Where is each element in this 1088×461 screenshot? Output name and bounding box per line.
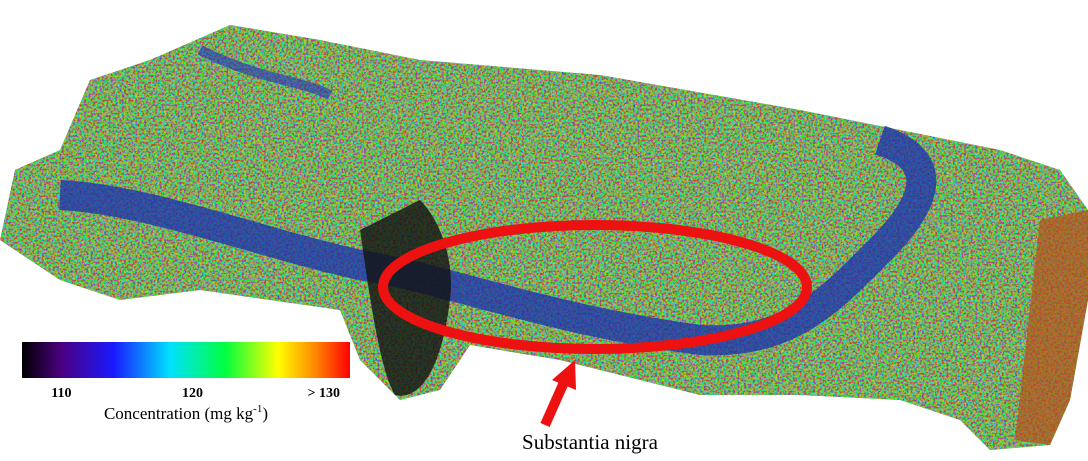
label-end: ) <box>262 404 268 423</box>
colorbar-tick-label: 120 <box>182 386 203 401</box>
label-sup: -1 <box>253 403 262 415</box>
colorbar-tick-label: > 130 <box>308 386 340 401</box>
arrow-shaft <box>545 380 565 425</box>
annotation: Substantia nigra <box>522 430 659 454</box>
colorbar-ticks: 110 120 > 130 <box>51 386 340 401</box>
surface <box>0 25 1088 450</box>
surface-noise <box>0 25 1088 450</box>
colorbar-label: Concentration (mg kg-1) <box>104 403 268 423</box>
colorbar <box>22 342 350 378</box>
figure: Substantia nigra 110 120 > 130 Concentrati… <box>0 0 1088 461</box>
arrow <box>545 360 576 425</box>
colorbar-tick-label: 110 <box>51 386 71 401</box>
label-main: Concentration (mg kg <box>104 404 254 423</box>
